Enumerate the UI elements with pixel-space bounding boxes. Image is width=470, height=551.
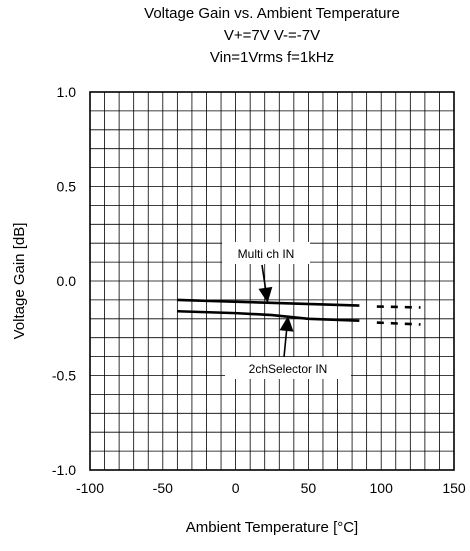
annotation-box — [222, 242, 310, 264]
y-axis-label: Voltage Gain [dB] — [11, 223, 28, 340]
annotation-label: Multi ch IN — [238, 247, 295, 261]
y-tick-label: 1.0 — [57, 84, 77, 100]
annotation-arrow-head — [279, 315, 294, 332]
annotation-arrow-head — [258, 286, 273, 303]
annotation-box — [225, 357, 351, 379]
chart-subtitle-line-1: V+=7V V-=-7V — [223, 27, 321, 44]
x-tick-label: 50 — [301, 480, 317, 496]
y-tick-label: 0.0 — [57, 273, 77, 289]
x-tick-label: -100 — [76, 480, 104, 496]
series-line-1-dashed — [376, 305, 421, 309]
x-tick-label: -50 — [153, 480, 173, 496]
series-line-2-dashed — [376, 321, 421, 326]
annotation-label: 2chSelector IN — [249, 362, 328, 376]
x-axis-label: Ambient Temperature [°C] — [186, 519, 358, 536]
y-tick-label: -1.0 — [52, 462, 76, 478]
x-tick-label: 0 — [232, 480, 240, 496]
x-tick-label: 100 — [370, 480, 394, 496]
series-line-1-solid — [177, 298, 360, 307]
series-line-2-solid — [177, 309, 360, 322]
x-tick-label: 150 — [442, 480, 466, 496]
chart-subtitle-line-2: Vin=1Vrms f=1kHz — [209, 49, 335, 66]
y-tick-label: -0.5 — [52, 368, 76, 384]
plot-frame — [89, 91, 455, 471]
y-tick-label: 0.5 — [57, 179, 77, 195]
chart-title: Voltage Gain vs. Ambient Temperature — [144, 5, 400, 22]
